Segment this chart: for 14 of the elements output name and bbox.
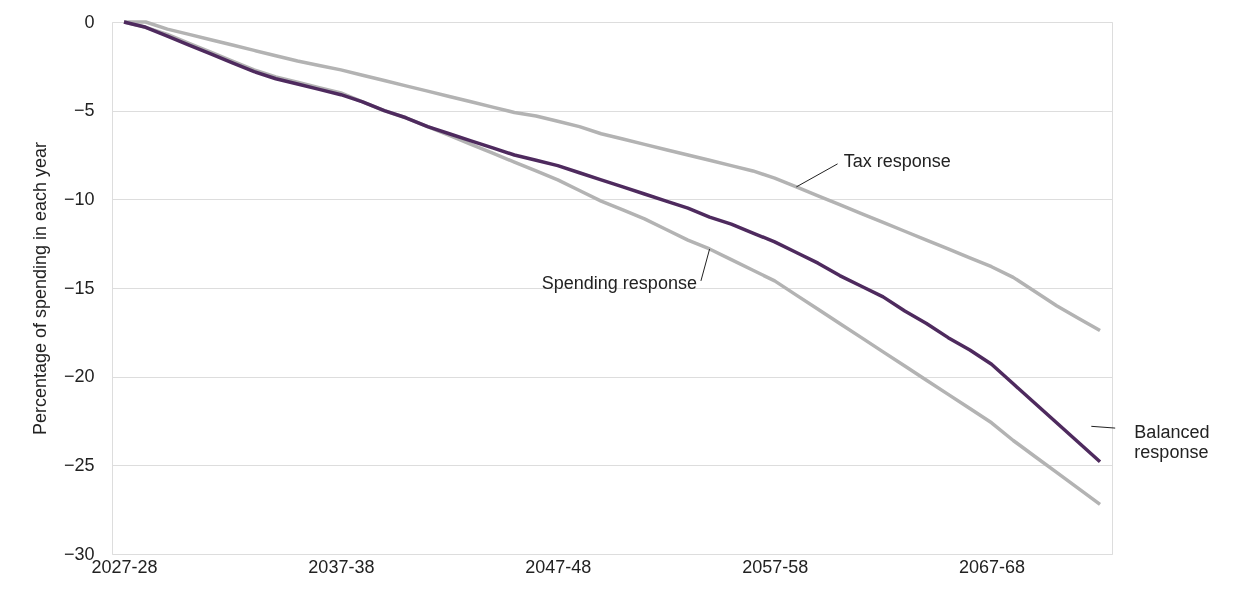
x-tick-label: 2057-58	[742, 556, 809, 577]
y-axis-title: Percentage of spending in each year	[29, 141, 50, 436]
series-label: Tax response	[843, 151, 951, 172]
x-tick-label: 2047-48	[525, 556, 592, 577]
y-tick-label: 0	[84, 11, 95, 32]
x-tick-label: 2037-38	[308, 556, 375, 577]
x-tick-label: 2067-68	[959, 556, 1026, 577]
y-tick-label: −25	[63, 454, 95, 475]
series-label: Balanced response	[1134, 422, 1210, 463]
y-tick-label: −20	[63, 366, 95, 387]
y-tick-label: −15	[63, 277, 95, 298]
y-tick-label: −10	[63, 188, 95, 209]
y-tick-label: −5	[73, 100, 95, 121]
series-label: Spending response	[541, 273, 697, 294]
